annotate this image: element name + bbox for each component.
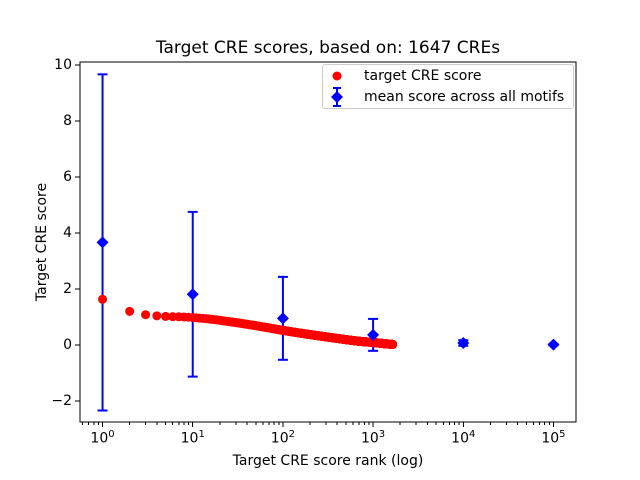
axes (75, 61, 577, 427)
y-tick-label: 2 (63, 280, 72, 297)
y-axis-label: Target CRE score (34, 183, 50, 302)
legend-entry-mean-score: mean score across all motifs (323, 87, 573, 108)
mean-score-diamond (96, 236, 109, 249)
x-tick-label: 102 (270, 429, 295, 447)
y-tick-label: 0 (63, 336, 72, 353)
mean-score-points (96, 236, 560, 351)
target-score-points (98, 294, 398, 349)
legend-label: target CRE score (364, 68, 482, 84)
y-tick-label: 6 (63, 168, 72, 185)
y-tick-label: 4 (63, 224, 72, 241)
y-tick-label: 8 (63, 112, 72, 129)
blue-diamond-errorbar-marker-icon (323, 86, 351, 108)
mean-score-diamond (367, 328, 380, 341)
x-tick-label: 105 (541, 429, 566, 447)
red-circle-marker-icon (323, 65, 351, 87)
x-tick-label: 100 (90, 429, 115, 447)
mean-score-diamond (276, 312, 289, 325)
legend-label: mean score across all motifs (364, 89, 565, 105)
x-tick-label: 103 (360, 429, 386, 447)
chart-title: Target CRE scores, based on: 1647 CREs (155, 38, 501, 58)
y-tick-label: 10 (54, 56, 72, 73)
x-axis-label: Target CRE score rank (log) (232, 453, 424, 469)
x-tick-label: 104 (451, 429, 476, 447)
mean-score-diamond (547, 338, 560, 351)
mean-score-diamond (186, 288, 199, 301)
legend-entry-target-cre-score: target CRE score (323, 66, 573, 87)
x-tick-label: 101 (180, 429, 205, 447)
legend: target CRE score mean score across all m… (322, 64, 574, 109)
y-tick-label: −2 (51, 392, 72, 409)
error-bars (97, 73, 559, 412)
mean-score-diamond (457, 336, 470, 349)
